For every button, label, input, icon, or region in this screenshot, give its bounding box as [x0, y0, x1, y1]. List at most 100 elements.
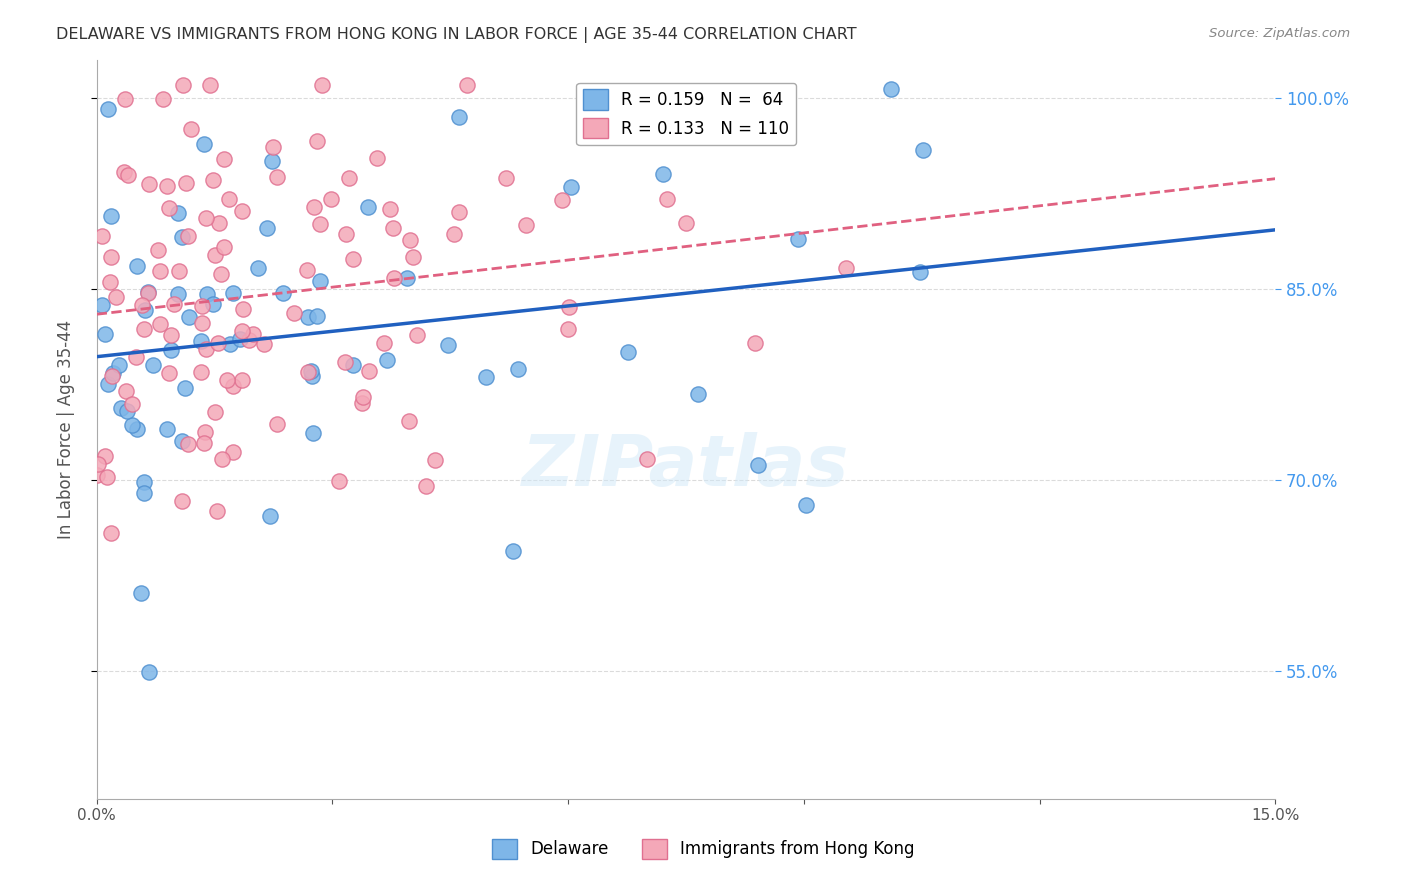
- Point: [495, 171, 517, 186]
- Point: [114, 384, 136, 398]
- Point: [131, 298, 153, 312]
- Point: [201, 297, 224, 311]
- Point: [333, 355, 356, 369]
- Point: [297, 365, 319, 379]
- Point: [342, 358, 364, 372]
- Point: [271, 285, 294, 300]
- Point: [193, 136, 215, 151]
- Point: [242, 327, 264, 342]
- Point: [612, 123, 634, 137]
- Point: [302, 425, 325, 440]
- Point: [204, 248, 226, 262]
- Point: [132, 322, 155, 336]
- Point: [253, 337, 276, 351]
- Point: [262, 139, 284, 153]
- Point: [100, 209, 122, 223]
- Point: [97, 102, 120, 116]
- Point: [231, 373, 253, 387]
- Point: [98, 275, 121, 289]
- Text: DELAWARE VS IMMIGRANTS FROM HONG KONG IN LABOR FORCE | AGE 35-44 CORRELATION CHA: DELAWARE VS IMMIGRANTS FROM HONG KONG IN…: [56, 27, 856, 43]
- Point: [319, 192, 342, 206]
- Point: [97, 376, 120, 391]
- Point: [449, 111, 471, 125]
- Point: [396, 271, 419, 285]
- Point: [744, 336, 766, 351]
- Point: [136, 286, 159, 301]
- Point: [156, 422, 179, 436]
- Point: [238, 333, 260, 347]
- Point: [342, 252, 364, 267]
- Point: [405, 327, 427, 342]
- Point: [198, 78, 221, 92]
- Point: [90, 298, 112, 312]
- Point: [195, 211, 218, 225]
- Point: [142, 359, 165, 373]
- Point: [194, 342, 217, 356]
- Point: [138, 178, 160, 192]
- Point: [835, 260, 858, 275]
- Point: [231, 204, 253, 219]
- Point: [551, 193, 574, 207]
- Point: [557, 322, 579, 336]
- Point: [87, 458, 110, 472]
- Point: [302, 201, 325, 215]
- Point: [266, 169, 288, 184]
- Point: [301, 364, 323, 378]
- Point: [117, 168, 139, 182]
- Point: [121, 397, 143, 411]
- Legend: R = 0.159   N =  64, R = 0.133   N = 110: R = 0.159 N = 64, R = 0.133 N = 110: [576, 83, 796, 145]
- Point: [515, 219, 537, 233]
- Point: [908, 265, 931, 279]
- Legend: Delaware, Immigrants from Hong Kong: Delaware, Immigrants from Hong Kong: [485, 832, 921, 866]
- Point: [110, 401, 132, 415]
- Point: [172, 434, 194, 448]
- Point: [193, 425, 215, 439]
- Point: [456, 78, 478, 92]
- Point: [163, 296, 186, 310]
- Point: [90, 228, 112, 243]
- Point: [212, 240, 235, 254]
- Point: [101, 366, 124, 380]
- Point: [747, 458, 769, 473]
- Point: [166, 206, 188, 220]
- Point: [104, 290, 127, 304]
- Point: [382, 271, 405, 285]
- Point: [132, 475, 155, 489]
- Point: [209, 267, 232, 281]
- Point: [159, 327, 181, 342]
- Point: [86, 468, 108, 483]
- Point: [337, 170, 360, 185]
- Point: [149, 264, 172, 278]
- Point: [129, 586, 152, 600]
- Point: [218, 192, 240, 206]
- Point: [295, 263, 318, 277]
- Point: [117, 404, 139, 418]
- Point: [655, 192, 678, 206]
- Point: [283, 306, 305, 320]
- Point: [190, 364, 212, 378]
- Point: [138, 665, 160, 679]
- Point: [177, 229, 200, 244]
- Point: [794, 498, 817, 512]
- Point: [616, 345, 638, 359]
- Point: [256, 221, 278, 235]
- Point: [373, 336, 395, 351]
- Point: [157, 201, 180, 215]
- Point: [157, 366, 180, 380]
- Point: [266, 417, 288, 431]
- Point: [169, 264, 191, 278]
- Point: [204, 405, 226, 419]
- Point: [125, 351, 148, 365]
- Point: [112, 164, 135, 178]
- Point: [134, 302, 156, 317]
- Point: [378, 202, 401, 216]
- Point: [415, 479, 437, 493]
- Point: [506, 362, 529, 376]
- Point: [231, 324, 253, 338]
- Point: [207, 504, 229, 518]
- Point: [560, 180, 582, 194]
- Point: [172, 493, 194, 508]
- Point: [100, 250, 122, 264]
- Point: [173, 381, 195, 395]
- Point: [311, 78, 333, 92]
